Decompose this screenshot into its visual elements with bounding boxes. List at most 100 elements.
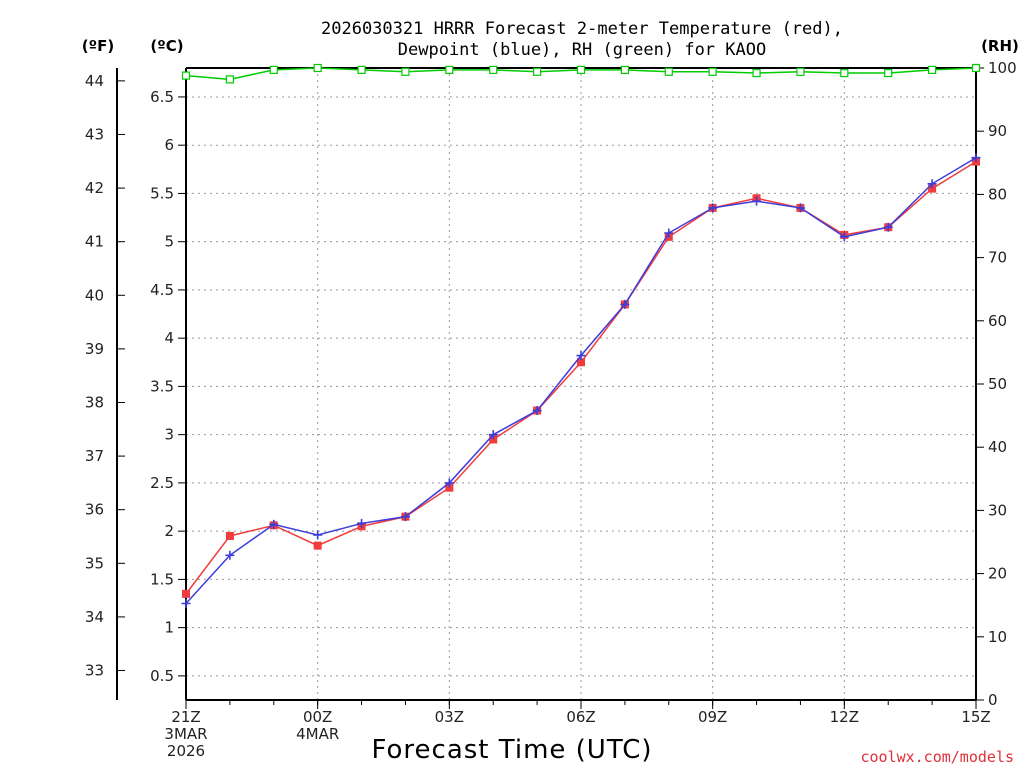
dewpoint-point <box>752 196 762 206</box>
temperature-line <box>185 160 977 595</box>
celsius-tick-label: 5 <box>164 233 174 251</box>
x-tick-label: 06Z <box>566 708 595 726</box>
celsius-tick-label: 2 <box>164 522 174 540</box>
rh-unit-label: (RH) <box>981 37 1019 55</box>
dewpoint-point <box>927 179 937 189</box>
rh-point <box>533 67 542 76</box>
dewpoint-point <box>488 430 498 440</box>
rh-tick-label: 70 <box>988 249 1007 267</box>
celsius-unit-label: (ºC) <box>150 37 183 55</box>
chart-title-line1: 2026030321 HRRR Forecast 2-meter Tempera… <box>321 19 843 39</box>
x-tick-label: 3MAR <box>164 725 207 743</box>
temperature-point <box>225 531 234 540</box>
temperature-point <box>577 358 585 367</box>
celsius-tick-label: 3 <box>164 426 174 444</box>
celsius-tick-label: 3.5 <box>150 377 174 395</box>
temperature-point <box>445 483 454 492</box>
dewpoint-point <box>971 153 981 163</box>
fahrenheit-tick-label: 35 <box>85 554 104 572</box>
rh-tick-label: 90 <box>988 122 1007 140</box>
dewpoint-point <box>795 203 805 213</box>
rh-point <box>313 63 322 73</box>
celsius-tick-label: 1 <box>164 619 174 637</box>
dewpoint-point <box>664 228 674 238</box>
rh-point <box>928 65 937 74</box>
celsius-tick-label: 1.5 <box>150 570 174 588</box>
rh-tick-label: 30 <box>988 501 1007 519</box>
dewpoint-point <box>225 550 235 560</box>
rh-point <box>489 65 498 74</box>
temperature-point <box>928 184 937 193</box>
celsius-tick-label: 4 <box>164 329 174 347</box>
dewpoint-point <box>839 232 849 242</box>
rh-point <box>708 67 717 76</box>
celsius-tick-label: 2.5 <box>150 474 174 492</box>
dewpoint-point <box>269 519 279 529</box>
temperature-point <box>313 541 322 550</box>
fahrenheit-tick-label: 33 <box>85 662 104 680</box>
fahrenheit-tick-label: 37 <box>85 447 104 465</box>
rh-tick-label: 40 <box>988 438 1007 456</box>
rh-point <box>664 67 673 76</box>
series <box>181 63 981 609</box>
fahrenheit-tick-label: 41 <box>85 233 104 251</box>
credit-label: coolwx.com/models <box>860 748 1014 766</box>
rh-point <box>181 71 191 80</box>
x-tick-label: 00Z <box>303 708 332 726</box>
x-tick-label: 09Z <box>698 708 727 726</box>
rh-tick-label: 80 <box>988 185 1007 203</box>
dewpoint-point <box>576 351 586 361</box>
grid <box>186 68 976 700</box>
rh-tick-label: 20 <box>988 565 1007 583</box>
rh-tick-label: 0 <box>988 691 998 709</box>
x-tick-label: 12Z <box>830 708 859 726</box>
rh-point <box>401 67 410 76</box>
celsius-tick-label: 6 <box>164 136 174 154</box>
fahrenheit-tick-label: 42 <box>85 179 104 197</box>
dewpoint-point <box>400 512 410 522</box>
dewpoint-point <box>444 478 454 488</box>
fahrenheit-tick-label: 43 <box>85 125 104 143</box>
rh-point <box>884 68 893 78</box>
rh-tick-label: 100 <box>988 59 1017 77</box>
rh-point <box>269 65 278 74</box>
rh-point <box>971 63 981 73</box>
rh-tick-label: 50 <box>988 375 1007 393</box>
fahrenheit-tick-label: 40 <box>85 286 104 304</box>
rh-point <box>840 68 849 78</box>
x-tick-label: 15Z <box>961 708 990 726</box>
rh-point <box>576 65 586 74</box>
rh-point <box>225 75 234 84</box>
dewpoint-point <box>883 222 893 232</box>
celsius-tick-label: 0.5 <box>150 667 174 685</box>
rh-point <box>752 68 761 78</box>
rh-point <box>357 65 366 74</box>
fahrenheit-tick-label: 36 <box>85 501 104 519</box>
dewpoint-point <box>532 406 542 416</box>
dewpoint-point <box>181 599 191 609</box>
chart-title-line2: Dewpoint (blue), RH (green) for KAOO <box>398 40 766 60</box>
rh-point <box>796 67 805 76</box>
temperature-point <box>182 589 190 598</box>
fahrenheit-tick-label: 38 <box>85 393 104 411</box>
rh-point <box>620 65 629 74</box>
celsius-tick-label: 5.5 <box>150 184 174 202</box>
fahrenheit-unit-label: (ºF) <box>82 37 114 55</box>
celsius-tick-label: 6.5 <box>150 88 174 106</box>
dewpoint-point <box>313 530 323 540</box>
dewpoint-point <box>357 518 367 528</box>
x-tick-label: 2026 <box>167 742 205 760</box>
rh-point <box>445 65 454 74</box>
x-tick-label: 21Z <box>171 708 200 726</box>
x-tick-label: 4MAR <box>296 725 339 743</box>
x-tick-label: 03Z <box>435 708 464 726</box>
dewpoint-point <box>620 299 630 309</box>
temperature-point <box>489 435 498 444</box>
x-axis-label: Forecast Time (UTC) <box>371 735 652 765</box>
fahrenheit-tick-label: 34 <box>85 608 104 626</box>
fahrenheit-tick-label: 39 <box>85 340 104 358</box>
fahrenheit-tick-label: 44 <box>85 72 104 90</box>
rh-tick-label: 60 <box>988 312 1007 330</box>
celsius-tick-label: 4.5 <box>150 281 174 299</box>
